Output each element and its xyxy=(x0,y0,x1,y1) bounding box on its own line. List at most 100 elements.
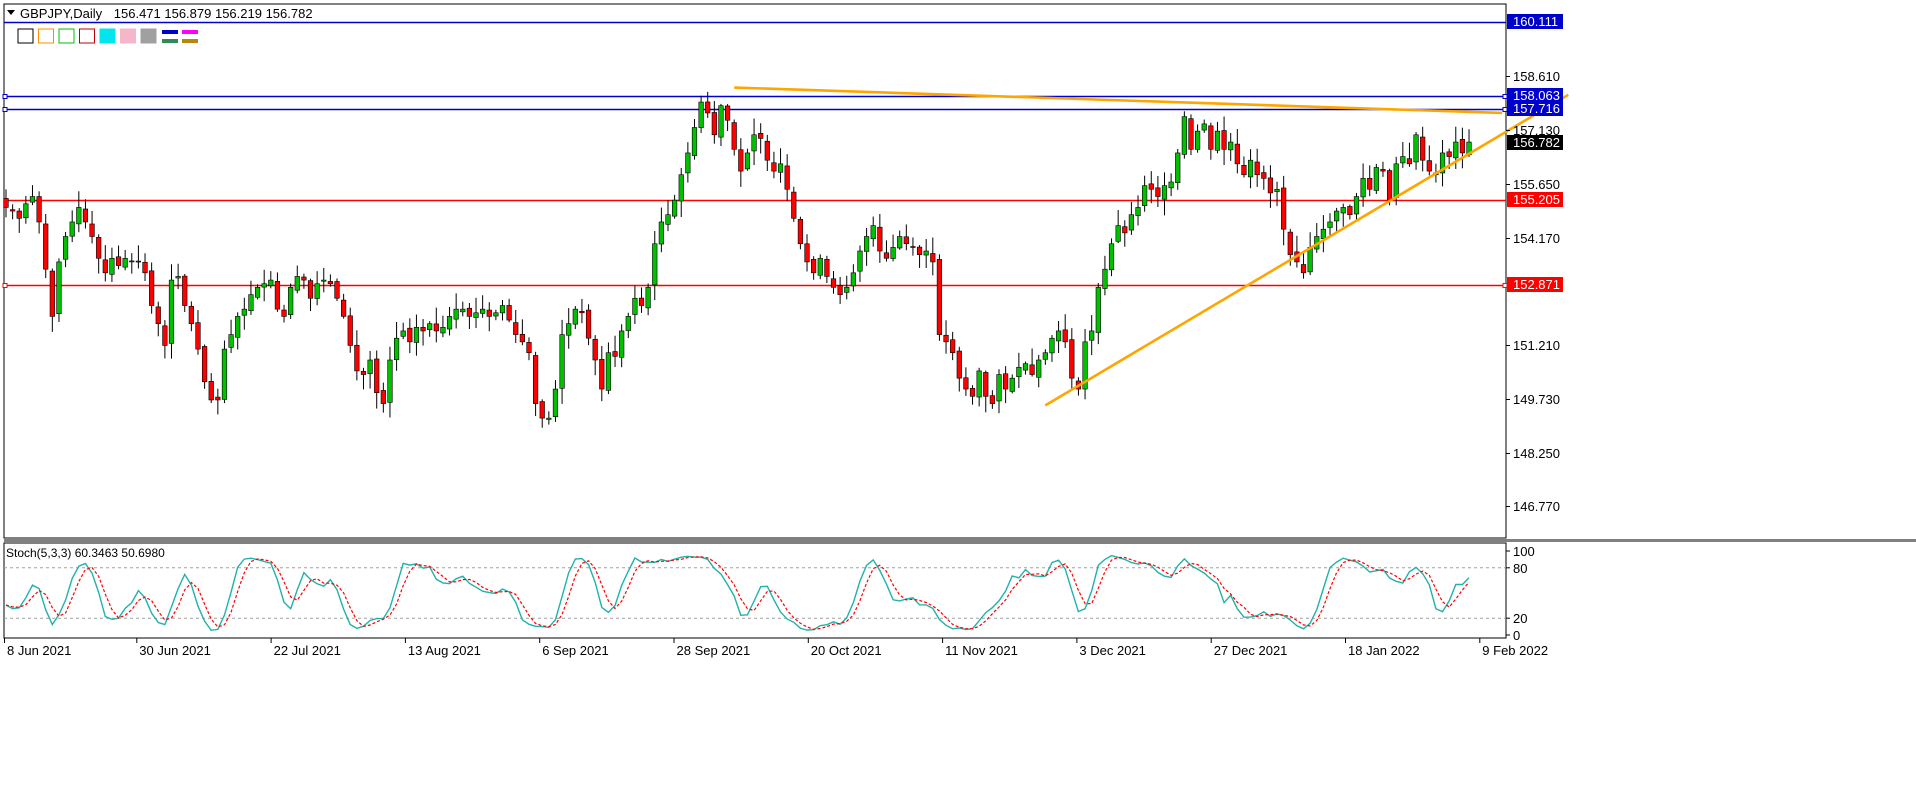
candle xyxy=(466,303,473,329)
candle-body-up xyxy=(1353,196,1360,215)
candle-body-up xyxy=(393,337,400,361)
time-tick-label: 18 Jan 2022 xyxy=(1348,643,1420,658)
level-handle[interactable] xyxy=(1502,283,1508,288)
style-swatch[interactable] xyxy=(162,39,178,43)
candle xyxy=(354,330,360,381)
candle-body-up xyxy=(446,316,453,330)
color-swatch[interactable] xyxy=(120,28,136,44)
candle-body-down xyxy=(916,246,923,255)
candle-body-down xyxy=(936,259,943,335)
color-swatch[interactable] xyxy=(140,28,157,44)
candle xyxy=(89,210,95,244)
style-swatch[interactable] xyxy=(162,30,178,34)
candle-body-down xyxy=(347,315,353,346)
candle xyxy=(62,231,69,268)
dropdown-triangle-icon[interactable] xyxy=(7,10,15,15)
candle-body-down xyxy=(771,162,777,172)
candle-body-up xyxy=(1307,247,1313,273)
candle xyxy=(486,302,492,332)
candle xyxy=(1016,352,1022,389)
candle xyxy=(1400,142,1406,168)
candle xyxy=(49,268,55,332)
trendline[interactable] xyxy=(1044,93,1569,407)
trendline[interactable] xyxy=(734,86,1503,115)
candle-body-up xyxy=(1168,181,1174,189)
candle-body-down xyxy=(824,258,830,277)
candle xyxy=(963,367,969,396)
candle-body-down xyxy=(188,306,194,324)
level-handle[interactable] xyxy=(1502,94,1508,99)
color-swatch[interactable] xyxy=(17,28,34,44)
level-handle[interactable] xyxy=(1502,107,1508,112)
candle xyxy=(321,267,327,293)
candle xyxy=(784,154,790,202)
style-swatch[interactable] xyxy=(182,30,198,34)
candle-body-up xyxy=(62,236,69,260)
candle xyxy=(1413,131,1419,170)
candle xyxy=(1373,163,1379,194)
candle-body-down xyxy=(1287,231,1293,255)
candle-body-down xyxy=(738,149,744,172)
time-tick-label: 13 Aug 2021 xyxy=(408,643,481,658)
candle xyxy=(440,315,446,338)
level-price-tag xyxy=(1507,101,1563,116)
candle xyxy=(1115,209,1121,244)
color-swatch[interactable] xyxy=(79,28,95,44)
candle xyxy=(519,319,525,346)
candle-body-up xyxy=(1089,330,1095,341)
candle-body-down xyxy=(983,372,989,397)
candle-body-down xyxy=(910,246,916,248)
color-swatch[interactable] xyxy=(99,28,116,44)
candle xyxy=(380,382,386,413)
candle xyxy=(43,213,49,279)
candle-body-up xyxy=(897,236,903,249)
candle-body-down xyxy=(215,396,221,401)
color-swatches[interactable] xyxy=(17,28,198,44)
candle xyxy=(314,271,320,306)
candle-body-down xyxy=(612,351,618,357)
candle-body-down xyxy=(811,259,817,274)
color-swatch[interactable] xyxy=(58,28,75,44)
candle xyxy=(1228,132,1234,161)
candle-body-up xyxy=(29,196,36,203)
candle xyxy=(989,390,995,409)
level-handle[interactable] xyxy=(2,94,8,99)
candle-body-up xyxy=(69,221,75,237)
candle xyxy=(208,373,214,404)
candle-body-down xyxy=(758,133,764,139)
symbol-label: GBPJPY,Daily xyxy=(20,6,103,21)
candle xyxy=(1148,171,1154,204)
candle-body-up xyxy=(625,316,631,331)
candle-body-down xyxy=(837,285,843,295)
candle-body-up xyxy=(572,308,578,325)
candle-body-down xyxy=(956,350,962,379)
candle xyxy=(1320,215,1326,253)
candle xyxy=(936,254,943,341)
style-swatch[interactable] xyxy=(182,39,198,43)
candle-body-up xyxy=(1108,243,1115,271)
color-swatch[interactable] xyxy=(38,28,54,44)
candlesticks xyxy=(3,91,1472,428)
candle xyxy=(1195,124,1201,153)
candle xyxy=(115,245,122,270)
candle xyxy=(175,263,181,290)
candle xyxy=(1380,161,1386,177)
candle-body-up xyxy=(1274,188,1280,192)
level-handle[interactable] xyxy=(2,283,8,288)
candle xyxy=(1261,165,1267,190)
candle-body-down xyxy=(903,236,909,245)
candle xyxy=(830,270,837,294)
candle xyxy=(1353,192,1360,221)
candle-body-up xyxy=(1016,366,1022,378)
level-handle[interactable] xyxy=(2,107,8,112)
candle-body-down xyxy=(102,259,108,274)
candle xyxy=(976,367,982,407)
candle-body-up xyxy=(1115,225,1121,242)
candle xyxy=(1367,165,1373,197)
candle-body-up xyxy=(294,276,300,291)
candle-body-up xyxy=(559,334,565,389)
candle-body-up xyxy=(1400,156,1406,164)
candle xyxy=(705,91,711,118)
candle xyxy=(215,388,221,415)
